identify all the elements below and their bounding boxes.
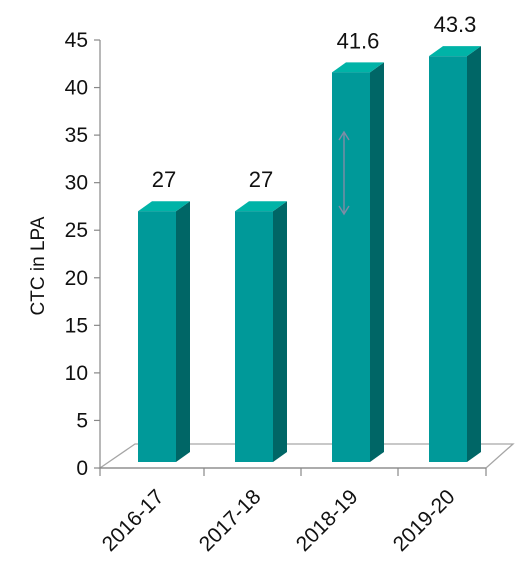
y-tick-label: 20 <box>65 267 88 290</box>
bar-side-face <box>176 201 190 462</box>
bar-top-face <box>332 62 384 73</box>
bar-front-face <box>332 72 370 463</box>
data-label: 41.6 <box>337 28 380 53</box>
y-tick-label: 45 <box>65 29 88 52</box>
arrow-head-up <box>338 130 350 141</box>
bar-side-face <box>370 62 384 463</box>
y-tick-label: 35 <box>65 124 88 147</box>
bar <box>429 46 481 463</box>
y-tick-label: 5 <box>76 409 88 432</box>
y-tick-label: 25 <box>65 219 88 242</box>
double-arrow-annotation <box>338 130 350 216</box>
data-label: 27 <box>152 167 176 192</box>
bar-front-face <box>235 211 273 462</box>
x-tick-label: 2017-18 <box>195 485 266 556</box>
y-tick-label: 30 <box>65 172 88 195</box>
x-tick-label: 2018-19 <box>292 485 363 556</box>
y-tick-label: 15 <box>65 314 88 337</box>
bar-top-face <box>429 46 481 57</box>
x-tick-label: 2016-17 <box>98 485 169 556</box>
bar-top-face <box>138 201 190 212</box>
arrow-head-down <box>338 205 350 216</box>
bar-side-face <box>467 46 481 463</box>
bar-side-face <box>273 201 287 462</box>
x-tick-label: 2019-20 <box>389 485 460 556</box>
data-label: 27 <box>249 167 273 192</box>
bar-front-face <box>429 56 467 463</box>
bar <box>138 201 190 462</box>
y-tick-label: 10 <box>65 362 88 385</box>
bar-top-face <box>235 201 287 212</box>
bar <box>235 201 287 462</box>
y-tick-label: 40 <box>65 77 88 100</box>
y-tick-label: 0 <box>76 457 88 480</box>
bar-front-face <box>138 211 176 462</box>
y-axis-title: CTC in LPA <box>28 216 49 315</box>
bar <box>332 62 384 463</box>
data-label: 43.3 <box>434 12 477 37</box>
